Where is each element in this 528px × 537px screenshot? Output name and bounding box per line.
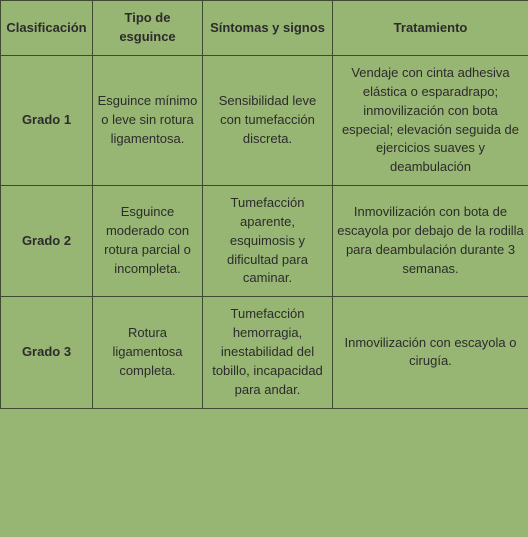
cell-sintomas: Tumefacción hemorragia, inestabilidad de…	[203, 297, 333, 408]
sprain-classification-table: Clasificación Tipo de esguince Síntomas …	[0, 0, 528, 409]
cell-clasificacion: Grado 2	[1, 186, 93, 297]
table-row: Grado 1 Esguince mínimo o leve sin rotur…	[1, 56, 528, 186]
col-header-tipo: Tipo de esguince	[93, 1, 203, 56]
cell-tipo: Esguince mínimo o leve sin rotura ligame…	[93, 56, 203, 186]
cell-tipo: Esguince moderado con rotura parcial o i…	[93, 186, 203, 297]
cell-sintomas: Sensibilidad leve con tumefacción discre…	[203, 56, 333, 186]
cell-clasificacion: Grado 3	[1, 297, 93, 408]
cell-tratamiento: Vendaje con cinta adhesiva elástica o es…	[333, 56, 528, 186]
col-header-tratamiento: Tratamiento	[333, 1, 528, 56]
cell-tipo: Rotura ligamentosa completa.	[93, 297, 203, 408]
table-header-row: Clasificación Tipo de esguince Síntomas …	[1, 1, 528, 56]
cell-tratamiento: Inmovilización con bota de escayola por …	[333, 186, 528, 297]
cell-clasificacion: Grado 1	[1, 56, 93, 186]
col-header-sintomas: Síntomas y signos	[203, 1, 333, 56]
table-row: Grado 2 Esguince moderado con rotura par…	[1, 186, 528, 297]
cell-sintomas: Tumefacción aparente, esquimosis y dific…	[203, 186, 333, 297]
col-header-clasificacion: Clasificación	[1, 1, 93, 56]
cell-tratamiento: Inmovilización con escayola o cirugía.	[333, 297, 528, 408]
table-row: Grado 3 Rotura ligamentosa completa. Tum…	[1, 297, 528, 408]
